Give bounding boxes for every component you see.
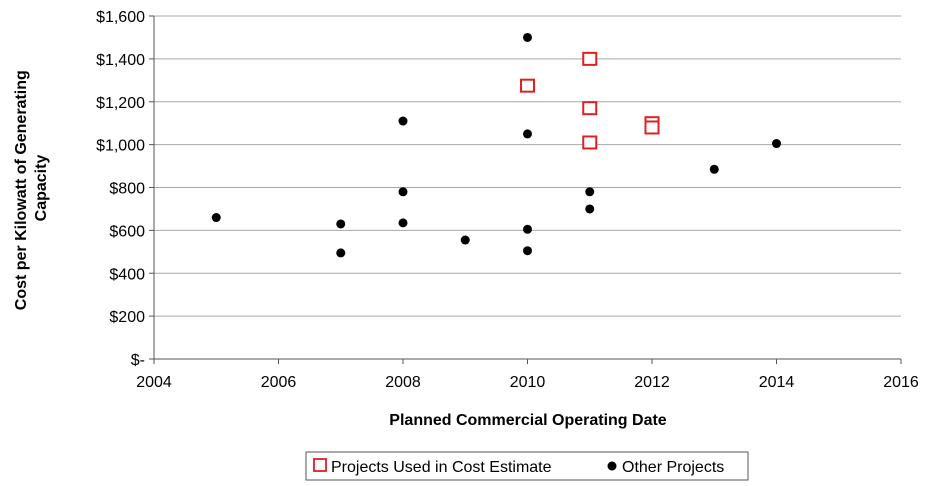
data-point-other-project xyxy=(336,219,346,229)
x-axis-title: Planned Commercial Operating Date xyxy=(389,412,667,429)
data-point-estimate-project xyxy=(582,135,598,150)
x-tick-label: 2010 xyxy=(510,374,546,391)
data-point-other-project xyxy=(336,248,346,258)
y-tick-label: $200 xyxy=(109,309,145,326)
legend-label-estimate: Projects Used in Cost Estimate xyxy=(331,459,552,476)
data-point-other-project xyxy=(585,204,595,214)
legend-box xyxy=(305,451,749,481)
data-point-other-project xyxy=(523,246,532,256)
data-point-other-project xyxy=(398,218,408,228)
y-tick-label: $600 xyxy=(109,223,145,240)
x-tick-label: 2008 xyxy=(385,374,421,391)
y-tick-label: $1,000 xyxy=(96,138,145,155)
data-point-other-project xyxy=(709,164,719,174)
legend-marker-square xyxy=(313,458,327,472)
y-tick-label: $1,600 xyxy=(96,9,145,26)
data-point-other-project xyxy=(523,32,532,42)
x-tick-label: 2014 xyxy=(759,374,795,391)
legend-label-other: Other Projects xyxy=(622,459,724,476)
data-point-estimate-project xyxy=(582,101,598,116)
grid-lines xyxy=(154,15,901,317)
data-point-estimate-project xyxy=(644,120,660,135)
data-point-other-project xyxy=(585,187,595,197)
data-point-estimate-project xyxy=(520,78,535,93)
y-tick-label: $800 xyxy=(109,181,145,198)
x-tick-label: 2012 xyxy=(634,374,670,391)
data-point-estimate-project xyxy=(582,51,598,66)
y-axis-title: Cost per Kilowatt of Generating Capacity xyxy=(13,66,50,310)
y-axis-ticks: $- $200 $400 $600 $800 $1,000 $1,200 $1,400 $1,6… xyxy=(96,9,154,369)
legend: Projects Used in Cost Estimate Other Pro… xyxy=(305,451,749,481)
x-tick-label: 2006 xyxy=(261,374,297,391)
data-point-other-project xyxy=(523,129,532,139)
legend-marker-circle xyxy=(607,461,617,471)
data-marks xyxy=(211,32,781,258)
x-tick-label: 2004 xyxy=(136,374,172,391)
data-point-other-project xyxy=(772,139,781,149)
y-tick-label: $1,200 xyxy=(96,95,145,112)
y-tick-label: $400 xyxy=(109,266,145,283)
y-tick-label: $1,400 xyxy=(96,52,145,69)
data-point-other-project xyxy=(398,116,408,126)
data-point-other-project xyxy=(460,235,470,245)
data-point-other-project xyxy=(523,224,532,234)
x-axis-ticks: 2004 2006 2008 2010 2012 2014 2016 xyxy=(136,359,919,391)
data-point-other-project xyxy=(211,213,221,223)
y-tick-label: $- xyxy=(131,352,145,369)
data-point-other-project xyxy=(398,187,408,197)
x-tick-label: 2016 xyxy=(883,374,919,391)
